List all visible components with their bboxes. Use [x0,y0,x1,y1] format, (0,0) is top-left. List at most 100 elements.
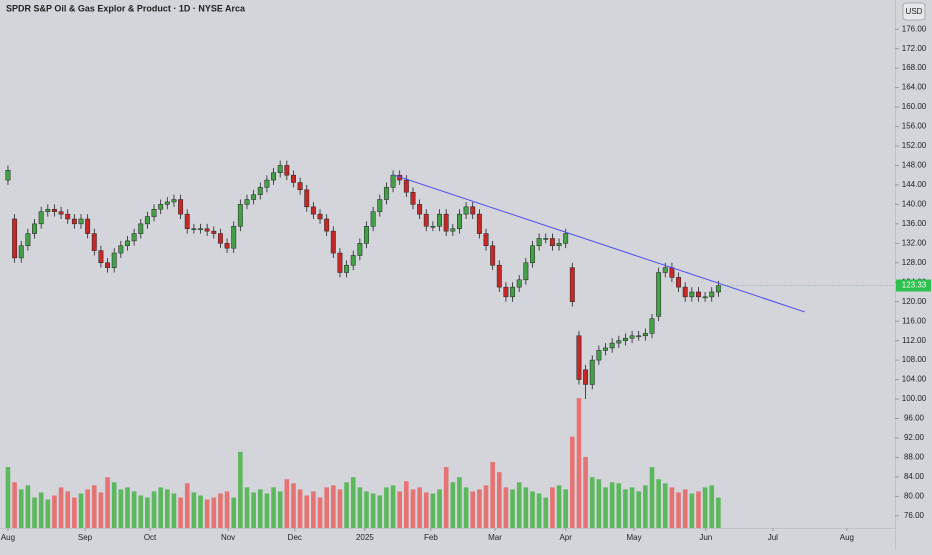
y-tick-label: 144.00 [902,180,927,189]
candle-body [715,285,721,293]
volume-bar [337,489,343,528]
volume-bar [589,477,595,528]
candle-body [171,199,177,203]
y-tick-label: 136.00 [902,219,927,228]
candle-body [12,218,18,259]
y-tick-label: 104.00 [902,375,927,384]
volume-bar [516,482,522,528]
y-tick-label: 140.00 [902,199,927,208]
volume-bar [437,489,442,528]
candle-body [377,199,383,212]
y-tick-label: 168.00 [902,63,927,72]
candle-body [603,347,608,351]
candle-body [297,182,303,191]
candle-body [702,296,708,299]
volume-bar [271,487,276,528]
volume-bar [98,492,104,528]
currency-label[interactable]: USD [906,7,923,16]
volume-bar [224,491,230,528]
y-tick-label: 156.00 [902,122,927,131]
volume-bar [171,493,177,528]
volume-bar [470,491,476,528]
x-tick-label: Sep [78,533,93,542]
volume-bar [25,485,31,528]
volume-bar [709,485,715,528]
candle-body [423,213,429,227]
volume-bar [45,499,51,528]
candle-body [589,359,595,385]
volume-bar [151,491,157,528]
candle-body [291,174,296,183]
candle-body [410,191,416,205]
candle-body [164,201,170,205]
y-tick-label: 128.00 [902,258,927,267]
currency-badge[interactable] [902,2,926,21]
candle-body [337,252,343,273]
candle-body [510,286,516,298]
volume-bar [689,493,695,528]
candle-body [198,228,203,230]
volume-bar [125,487,130,528]
candle-body [330,230,336,254]
x-tick-label: Jun [699,533,712,542]
candle-body [217,233,223,244]
volume-bar [178,497,183,528]
volume-bar [450,482,456,528]
volume-bar [344,482,349,528]
volume-bar [204,499,210,528]
y-tick-label: 84.00 [904,472,925,481]
candle-body [616,340,622,344]
volume-bar [603,487,608,528]
volume-bar [636,491,642,528]
candle-body [25,233,31,247]
candle-body [709,291,715,298]
candle-body [463,206,469,215]
volume-bar [649,467,655,528]
volume-bar [583,456,588,528]
candle-body [58,211,64,215]
candle-body [563,233,569,244]
candle-body [5,170,11,181]
y-tick-label: 76.00 [904,511,925,520]
volume-bar [430,493,436,528]
candle-body [178,199,184,215]
volume-bar [596,479,602,528]
candle-body [576,335,582,380]
volume-bar [457,477,462,528]
volume-bar [623,489,628,528]
y-tick-label: 100.00 [902,394,927,403]
volume-bar [5,467,11,528]
y-tick-label: 88.00 [904,453,925,462]
volume-bar [503,487,509,528]
chart-title: SPDR S&P Oil & Gas Explor & Product · 1D… [6,3,246,13]
candle-body [569,267,575,302]
volume-bar [629,487,635,528]
x-tick-label: Aug [840,533,854,542]
candle-body [158,204,164,210]
volume-bar [530,491,535,528]
volume-bar [32,497,37,528]
candle-body [284,165,290,176]
volume-bar [72,497,77,528]
volume-bar [370,493,376,528]
last-price-label: 123.33 [902,281,927,290]
x-tick-label: May [627,533,642,542]
y-tick-label: 172.00 [902,44,927,53]
volume-bar [118,489,124,528]
candle-body [38,211,44,225]
candle-body [78,218,84,225]
candle-body [662,267,668,273]
candle-body [204,228,210,232]
candle-body [18,245,24,259]
candle-body [118,245,124,254]
candle-body [503,286,509,298]
volume-bar [198,495,203,528]
candle-body [91,233,97,251]
volume-bar [716,497,721,528]
volume-bar [297,489,303,528]
candle-body [32,223,37,234]
volume-bar [696,491,701,528]
volume-bar [165,489,170,528]
volume-bar [496,472,502,528]
volume-bar [523,487,529,528]
